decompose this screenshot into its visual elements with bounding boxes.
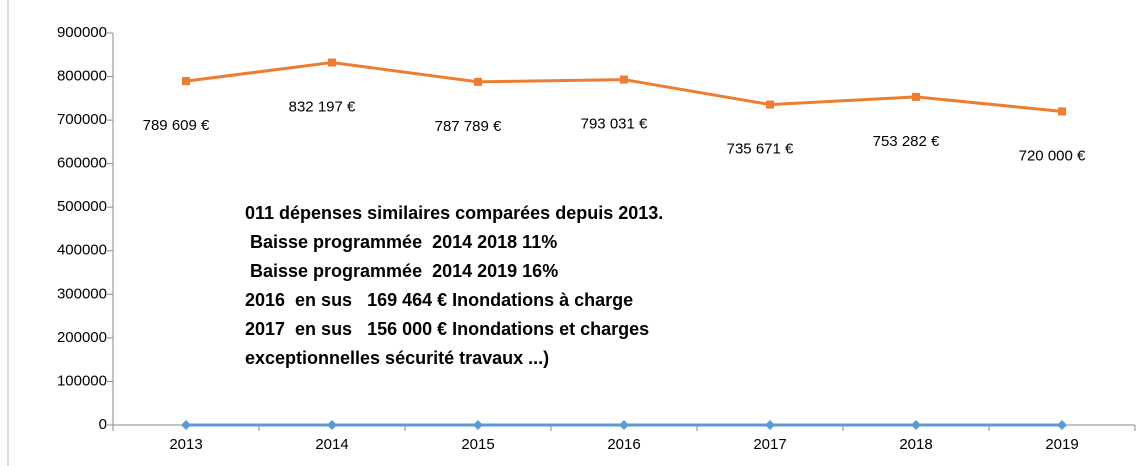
annotation: 2016 en sus 169 464 € Inondations à char… xyxy=(245,290,633,310)
x-tick-label: 2018 xyxy=(899,436,932,453)
x-tick-label: 2015 xyxy=(461,436,494,453)
x-tick-label: 2017 xyxy=(753,436,786,453)
point-marker xyxy=(911,420,921,430)
x-tick-label: 2013 xyxy=(169,436,202,453)
point-marker xyxy=(1057,420,1067,430)
point-marker xyxy=(181,420,191,430)
point-marker xyxy=(766,100,774,109)
point-marker xyxy=(619,420,629,430)
y-tick-label: 0 xyxy=(99,416,107,433)
y-tick-label: 700000 xyxy=(57,111,107,128)
y-tick-label: 900000 xyxy=(57,24,107,41)
point-marker xyxy=(474,77,482,86)
point-marker xyxy=(327,420,337,430)
data-label: 720 000 € xyxy=(1019,147,1086,164)
x-tick-label: 2019 xyxy=(1045,436,1078,453)
point-marker xyxy=(912,92,920,101)
point-marker xyxy=(620,75,628,84)
annotation: Baisse programmée 2014 2019 16% xyxy=(245,261,558,281)
data-label: 753 282 € xyxy=(873,133,940,150)
x-tick-label: 2014 xyxy=(315,436,348,453)
point-marker xyxy=(1058,107,1066,116)
annotation: exceptionnelles sécurité travaux ...) xyxy=(245,348,549,368)
y-tick-label: 400000 xyxy=(57,242,107,259)
y-tick-label: 200000 xyxy=(57,329,107,346)
y-tick-label: 100000 xyxy=(57,372,107,389)
annotation: 011 dépenses similaires comparées depuis… xyxy=(245,203,663,223)
point-marker xyxy=(328,58,336,67)
point-marker xyxy=(473,420,483,430)
y-tick-label: 500000 xyxy=(57,198,107,215)
point-marker xyxy=(182,77,190,86)
annotation: 2017 en sus 156 000 € Inondations et cha… xyxy=(245,319,649,339)
y-tick-label: 600000 xyxy=(57,155,107,172)
data-label: 832 197 € xyxy=(289,99,356,116)
point-marker xyxy=(765,420,775,430)
y-tick-label: 800000 xyxy=(57,68,107,85)
y-tick-label: 300000 xyxy=(57,285,107,302)
data-label: 787 789 € xyxy=(435,118,502,135)
annotation: Baisse programmée 2014 2018 11% xyxy=(245,232,557,252)
data-label: 793 031 € xyxy=(581,116,648,133)
data-label: 789 609 € xyxy=(143,117,210,134)
data-label: 735 671 € xyxy=(727,141,794,158)
x-tick-label: 2016 xyxy=(607,436,640,453)
